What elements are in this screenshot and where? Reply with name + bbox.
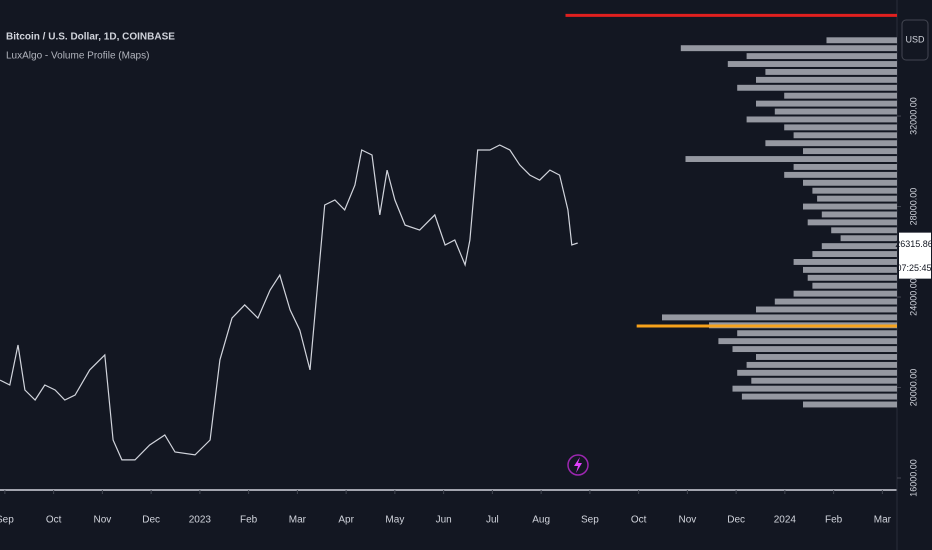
x-tick-label: Nov xyxy=(678,515,696,526)
y-tick-label: 28000.00 xyxy=(908,188,918,226)
profile-bar xyxy=(685,156,897,162)
x-tick-label: Feb xyxy=(825,515,843,526)
profile-bar xyxy=(803,266,897,273)
x-tick-label: Apr xyxy=(338,515,354,526)
price-tag-label: 26315.86 xyxy=(895,239,932,249)
profile-bar xyxy=(807,274,897,281)
x-tick-label: Oct xyxy=(631,515,647,526)
profile-bar xyxy=(746,361,897,368)
x-tick-label: Jul xyxy=(486,515,499,526)
profile-bar xyxy=(793,163,897,170)
event-bolt xyxy=(574,457,582,473)
y-tick-label: 20000.00 xyxy=(908,369,918,407)
indicator-name: LuxAlgo - Volume Profile (Maps) xyxy=(6,51,149,62)
profile-bar xyxy=(756,306,897,313)
chart-title: Bitcoin / U.S. Dollar, 1D, COINBASE xyxy=(6,32,175,43)
profile-bar xyxy=(765,68,897,75)
profile-bar xyxy=(812,251,897,258)
profile-bar xyxy=(803,179,897,186)
profile-bar xyxy=(756,354,897,360)
x-tick-label: Dec xyxy=(727,515,745,526)
profile-bar xyxy=(821,243,897,250)
profile-bar xyxy=(793,132,897,139)
profile-bar xyxy=(784,171,897,178)
profile-bar xyxy=(737,84,897,91)
profile-bar xyxy=(718,338,897,345)
price-tag xyxy=(899,232,931,279)
x-tick-label: Mar xyxy=(289,515,307,526)
x-tick-label: Nov xyxy=(93,515,111,526)
profile-bar xyxy=(732,346,897,353)
currency-box[interactable] xyxy=(901,19,929,61)
x-tick-label: Oct xyxy=(46,515,62,526)
x-tick-label: Feb xyxy=(240,515,258,526)
profile-bar xyxy=(765,140,897,147)
profile-bar xyxy=(812,282,897,289)
profile-bar xyxy=(803,203,897,210)
x-tick-label: Aug xyxy=(532,515,550,526)
price-line xyxy=(0,144,578,461)
profile-bar xyxy=(821,211,897,218)
profile-bar xyxy=(737,369,897,376)
profile-bar xyxy=(826,37,897,44)
profile-bar xyxy=(746,116,897,123)
profile-bar xyxy=(737,330,897,337)
profile-bar xyxy=(727,61,897,67)
profile-bar xyxy=(756,76,897,83)
profile-bar xyxy=(756,100,897,107)
profile-bar xyxy=(817,195,897,202)
profile-bar xyxy=(840,235,897,242)
profile-bar xyxy=(803,148,897,155)
profile-bar xyxy=(662,314,897,321)
profile-bar xyxy=(680,45,897,52)
currency[interactable]: USD xyxy=(905,34,925,44)
profile-bar xyxy=(784,124,897,131)
profile-bar xyxy=(803,401,897,408)
profile-bar xyxy=(784,92,897,99)
profile-bar xyxy=(746,53,897,60)
x-tick-label: Dec xyxy=(142,515,160,526)
profile-bar xyxy=(831,227,897,234)
x-tick-label: Mar xyxy=(874,515,892,526)
profile-bar xyxy=(732,385,897,392)
x-tick-label: May xyxy=(385,515,404,526)
x-tick-label: 2023 xyxy=(189,515,212,526)
profile-bar xyxy=(807,219,897,226)
countdown: 07:25:45 xyxy=(896,263,931,273)
x-tick-label: Sep xyxy=(0,515,14,526)
profile-bar xyxy=(751,377,897,384)
x-tick-label: Sep xyxy=(581,515,599,526)
profile-bar xyxy=(741,393,897,400)
profile-bar xyxy=(793,259,897,265)
profile-bar xyxy=(793,290,897,297)
event-icon[interactable] xyxy=(567,454,589,476)
x-tick-label: 2024 xyxy=(774,515,797,526)
y-tick-label: 32000.00 xyxy=(908,97,918,135)
x-tick-label: Jun xyxy=(436,515,452,526)
profile-bar xyxy=(774,298,897,305)
y-tick-label: 16000.00 xyxy=(908,459,918,497)
profile-bar xyxy=(812,187,897,194)
y-tick-label: 24000.00 xyxy=(908,278,918,316)
profile-bar xyxy=(774,108,897,115)
